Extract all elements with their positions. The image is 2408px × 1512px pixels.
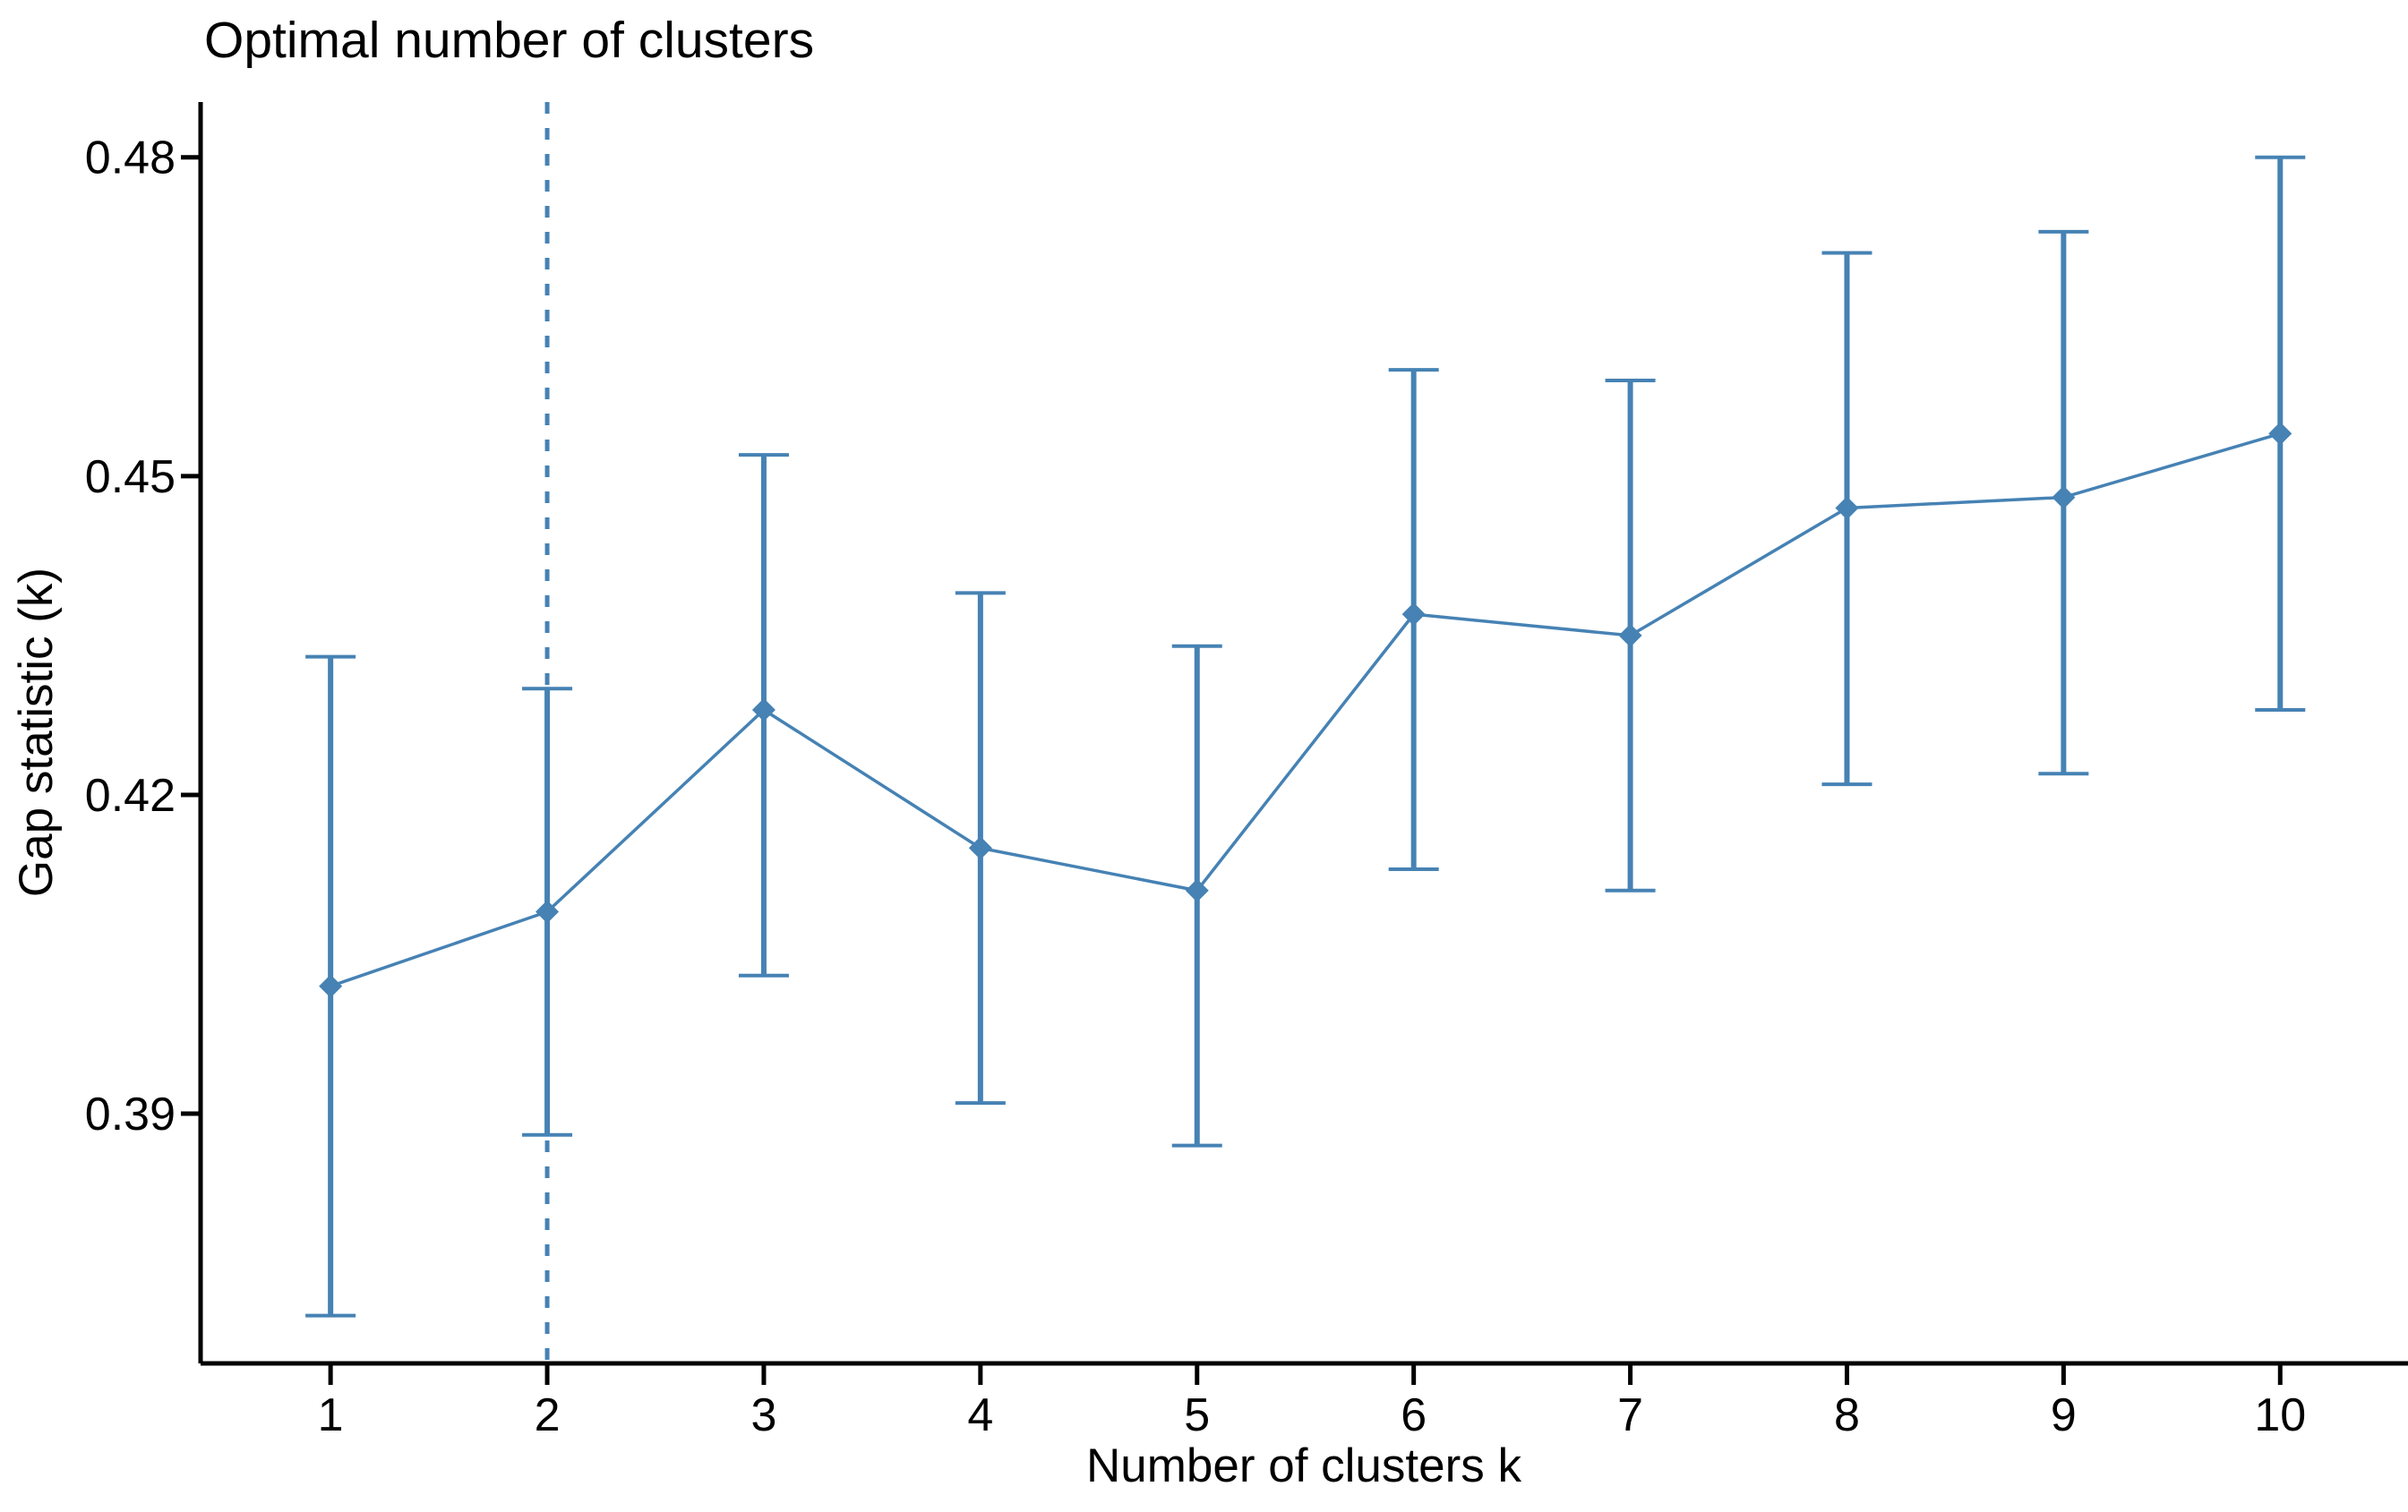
data-point-marker — [2052, 485, 2076, 509]
y-tick-label: 0.42 — [85, 770, 176, 822]
data-points-layer — [319, 422, 2292, 998]
data-point-marker — [2268, 422, 2292, 446]
chart-title: Optimal number of clusters — [204, 12, 814, 69]
x-tick-label: 4 — [967, 1389, 993, 1441]
data-point-marker — [968, 836, 992, 860]
x-tick-label: 1 — [318, 1389, 344, 1441]
x-axis-ticks: 1 2 3 4 5 6 7 8 9 10 — [318, 1363, 2306, 1441]
data-point-marker — [536, 900, 560, 924]
y-axis-title: Gap statistic (k) — [10, 568, 63, 897]
x-tick-label: 2 — [535, 1389, 561, 1441]
series-line — [330, 431, 2281, 988]
x-tick-label: 5 — [1184, 1389, 1210, 1441]
data-point-marker — [1401, 602, 1426, 627]
axes-layer — [198, 102, 2408, 1366]
data-point-marker — [1835, 496, 1859, 520]
x-tick-label: 3 — [750, 1389, 776, 1441]
x-axis-title: Number of clusters k — [1086, 1439, 1521, 1492]
data-point-marker — [751, 697, 776, 722]
data-point-marker — [1185, 878, 1209, 902]
data-point-marker — [1618, 623, 1642, 647]
x-tick-label: 7 — [1617, 1389, 1643, 1441]
x-tick-label: 8 — [1834, 1389, 1860, 1441]
y-axis-ticks: 0.39 0.42 0.45 0.48 — [85, 132, 201, 1140]
x-tick-label: 10 — [2254, 1389, 2306, 1441]
x-tick-label: 6 — [1401, 1389, 1427, 1441]
y-tick-label: 0.39 — [85, 1089, 176, 1140]
x-tick-label: 9 — [2051, 1389, 2077, 1441]
series-line-layer — [330, 431, 2281, 988]
y-tick-label: 0.48 — [85, 132, 176, 184]
error-bars-layer — [305, 155, 2306, 1318]
data-point-marker — [319, 974, 343, 998]
y-tick-label: 0.45 — [85, 451, 176, 503]
